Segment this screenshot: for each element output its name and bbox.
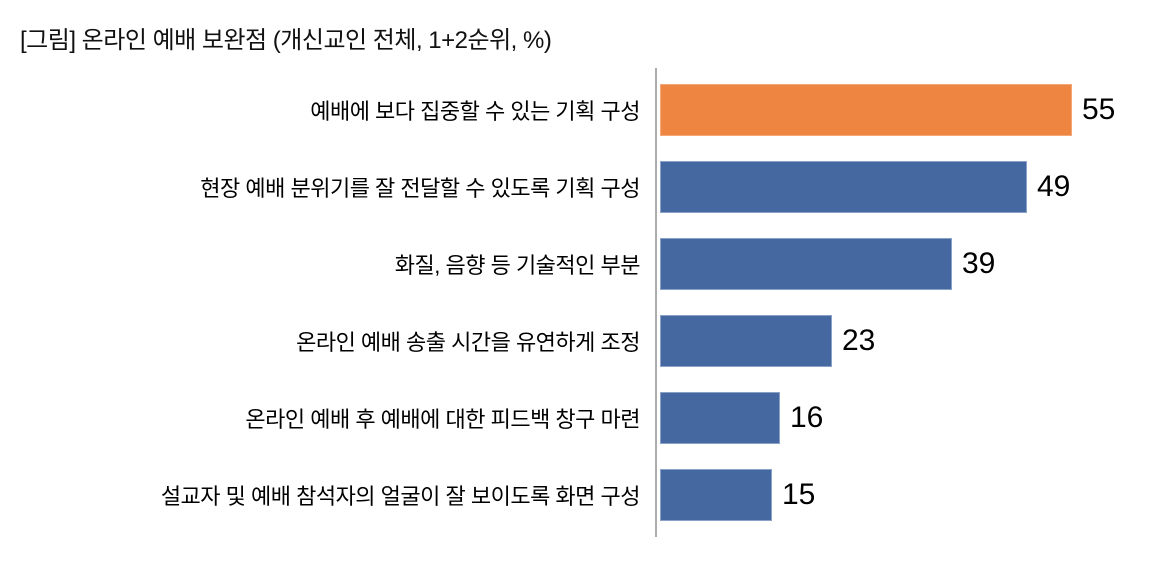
- bar: [660, 161, 1027, 213]
- value-label: 49: [1037, 170, 1071, 203]
- category-label: 온라인 예배 송출 시간을 유연하게 조정: [296, 330, 640, 355]
- bar: [660, 238, 952, 290]
- value-label: 55: [1082, 93, 1116, 126]
- bar: [660, 469, 772, 521]
- bar: [660, 315, 832, 367]
- y-axis-line: [655, 68, 657, 537]
- category-label: 설교자 및 예배 참석자의 얼굴이 잘 보이도록 화면 구성: [160, 484, 641, 509]
- bar: [660, 392, 780, 444]
- value-label: 23: [842, 324, 876, 357]
- category-label: 화질, 음향 등 기술적인 부분: [394, 253, 641, 278]
- category-label: 예배에 보다 집중할 수 있는 기획 구성: [310, 99, 640, 124]
- chart-title: [그림] 온라인 예배 보완점 (개신교인 전체, 1+2순위, %): [20, 27, 552, 54]
- value-label: 16: [790, 401, 824, 434]
- value-label: 39: [962, 247, 996, 280]
- category-label: 온라인 예배 후 예배에 대한 피드백 창구 마련: [245, 407, 640, 432]
- bar: [660, 84, 1072, 136]
- value-label: 15: [782, 478, 816, 511]
- category-label: 현장 예배 분위기를 잘 전달할 수 있도록 기획 구성: [200, 176, 640, 201]
